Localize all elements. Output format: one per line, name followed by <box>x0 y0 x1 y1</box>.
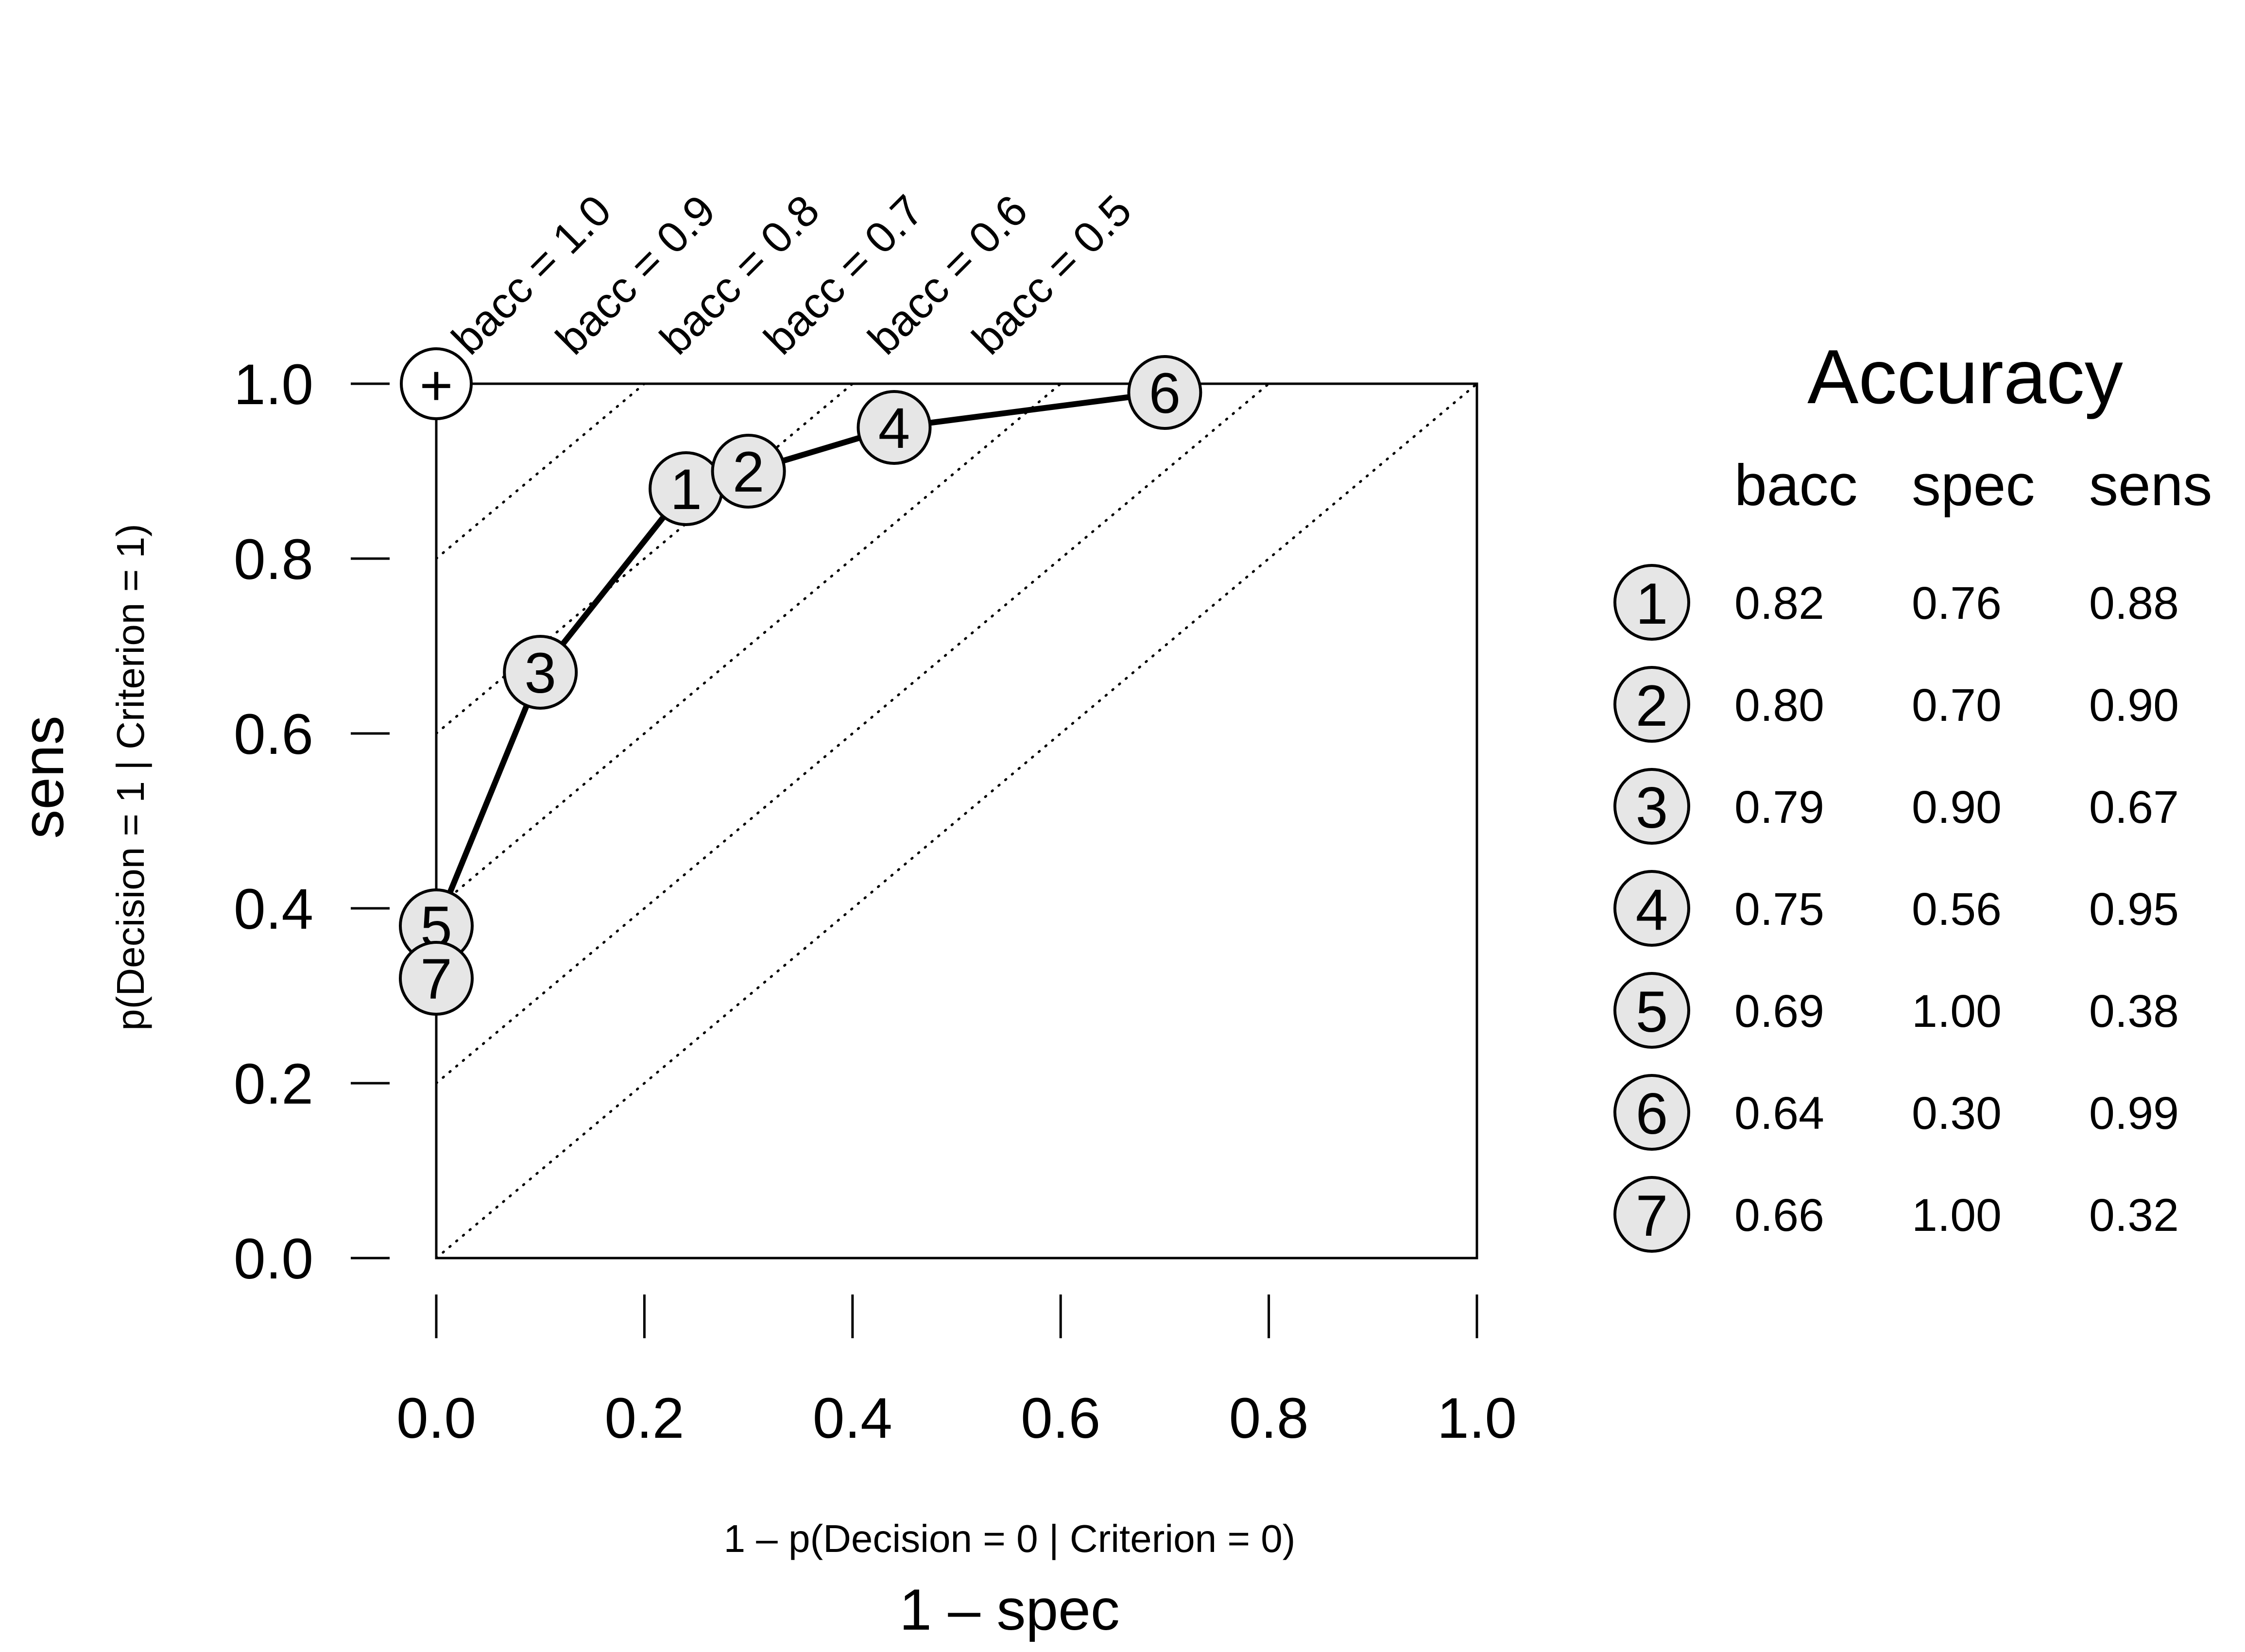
y-tick-label-1: 0.2 <box>234 1052 313 1116</box>
x-tick-label-4: 0.8 <box>1229 1386 1309 1450</box>
x-tick-label-3: 0.6 <box>1021 1386 1100 1450</box>
legend-spec-7: 1.00 <box>1912 1190 2002 1241</box>
bacc-line-5 <box>435 382 1478 1260</box>
x-axis-label: 1 – spec <box>899 1577 1120 1642</box>
legend-marker-label-7: 7 <box>1636 1183 1668 1248</box>
y-tick-label-3: 0.6 <box>234 702 313 766</box>
legend-bacc-7: 0.66 <box>1734 1190 1824 1241</box>
legend-spec-6: 0.30 <box>1912 1088 2002 1139</box>
y-axis-sublabel: p(Decision = 1 | Criterion = 1) <box>109 524 152 1030</box>
x-axis-sublabel: 1 – p(Decision = 0 | Criterion = 0) <box>724 1517 1296 1560</box>
legend-marker-label-1: 1 <box>1636 571 1668 636</box>
bacc-line-2 <box>435 382 854 735</box>
legend-marker-1 <box>1613 564 1690 641</box>
y-axis-label: sens <box>11 715 76 838</box>
x-tick-label-0: 0.0 <box>396 1386 476 1450</box>
x-tick-label-5: 1.0 <box>1437 1386 1517 1450</box>
point-label-6: 6 <box>1149 361 1181 426</box>
plot-frame <box>435 382 1478 1260</box>
legend-spec-5: 1.00 <box>1912 986 2002 1037</box>
point-2 <box>711 434 786 509</box>
legend-col-sens: sens <box>2089 453 2212 518</box>
legend-marker-7 <box>1613 1176 1690 1253</box>
y-tick-label-4: 0.8 <box>234 528 313 592</box>
legend-bacc-1: 0.82 <box>1734 578 1824 629</box>
legend-bacc-2: 0.80 <box>1734 680 1824 731</box>
point-label-2: 2 <box>733 440 765 504</box>
legend-spec-3: 0.90 <box>1912 782 2002 833</box>
point-label-3: 3 <box>524 641 556 705</box>
legend-bacc-4: 0.75 <box>1734 884 1824 935</box>
legend-spec-4: 0.56 <box>1912 884 2002 935</box>
legend-marker-3 <box>1613 768 1690 845</box>
legend-marker-2 <box>1613 666 1690 743</box>
point-label-1: 1 <box>670 458 702 522</box>
legend-sens-1: 0.88 <box>2089 578 2179 629</box>
y-tick-label-0: 0.0 <box>234 1227 313 1291</box>
legend-title: Accuracy <box>1807 334 2123 420</box>
legend-sens-7: 0.32 <box>2089 1190 2179 1241</box>
legend-marker-5 <box>1613 972 1690 1049</box>
legend-bacc-6: 0.64 <box>1734 1088 1824 1139</box>
legend-marker-4 <box>1613 870 1690 947</box>
accuracy-legend: Accuracy bacc spec sens 1 0.82 0.76 0.88 2 0.80 0.… <box>1613 334 2212 1253</box>
x-tick-label-1: 0.2 <box>604 1386 684 1450</box>
legend-sens-5: 0.38 <box>2089 986 2179 1037</box>
legend-spec-1: 0.76 <box>1912 578 2002 629</box>
legend-bacc-5: 0.69 <box>1734 986 1824 1037</box>
bacc-line-4 <box>435 382 1270 1085</box>
point-label-7: 7 <box>420 947 452 1011</box>
legend-sens-3: 0.67 <box>2089 782 2179 833</box>
legend-col-spec: spec <box>1912 453 2035 518</box>
legend-marker-label-6: 6 <box>1636 1081 1668 1146</box>
legend-spec-2: 0.70 <box>1912 680 2002 731</box>
y-tick-label-5: 1.0 <box>234 353 313 417</box>
point-3 <box>503 635 578 710</box>
bacc-line-1 <box>435 382 646 560</box>
perfect-point-label: + <box>420 354 453 418</box>
legend-marker-6 <box>1613 1074 1690 1151</box>
point-7 <box>399 941 474 1016</box>
legend-marker-label-5: 5 <box>1636 979 1668 1044</box>
perfect-point-marker <box>400 347 473 420</box>
legend-marker-label-4: 4 <box>1636 877 1668 942</box>
legend-col-bacc: bacc <box>1734 453 1857 518</box>
point-label-4: 4 <box>878 396 910 460</box>
legend-bacc-3: 0.79 <box>1734 782 1824 833</box>
point-6 <box>1127 355 1202 430</box>
y-tick-label-2: 0.4 <box>234 877 313 941</box>
legend-sens-6: 0.99 <box>2089 1088 2179 1139</box>
legend-sens-4: 0.95 <box>2089 884 2179 935</box>
legend-marker-label-2: 2 <box>1636 673 1668 738</box>
point-4 <box>857 390 932 465</box>
legend-sens-2: 0.90 <box>2089 680 2179 731</box>
x-tick-label-2: 0.4 <box>813 1386 892 1450</box>
legend-marker-label-3: 3 <box>1636 775 1668 840</box>
